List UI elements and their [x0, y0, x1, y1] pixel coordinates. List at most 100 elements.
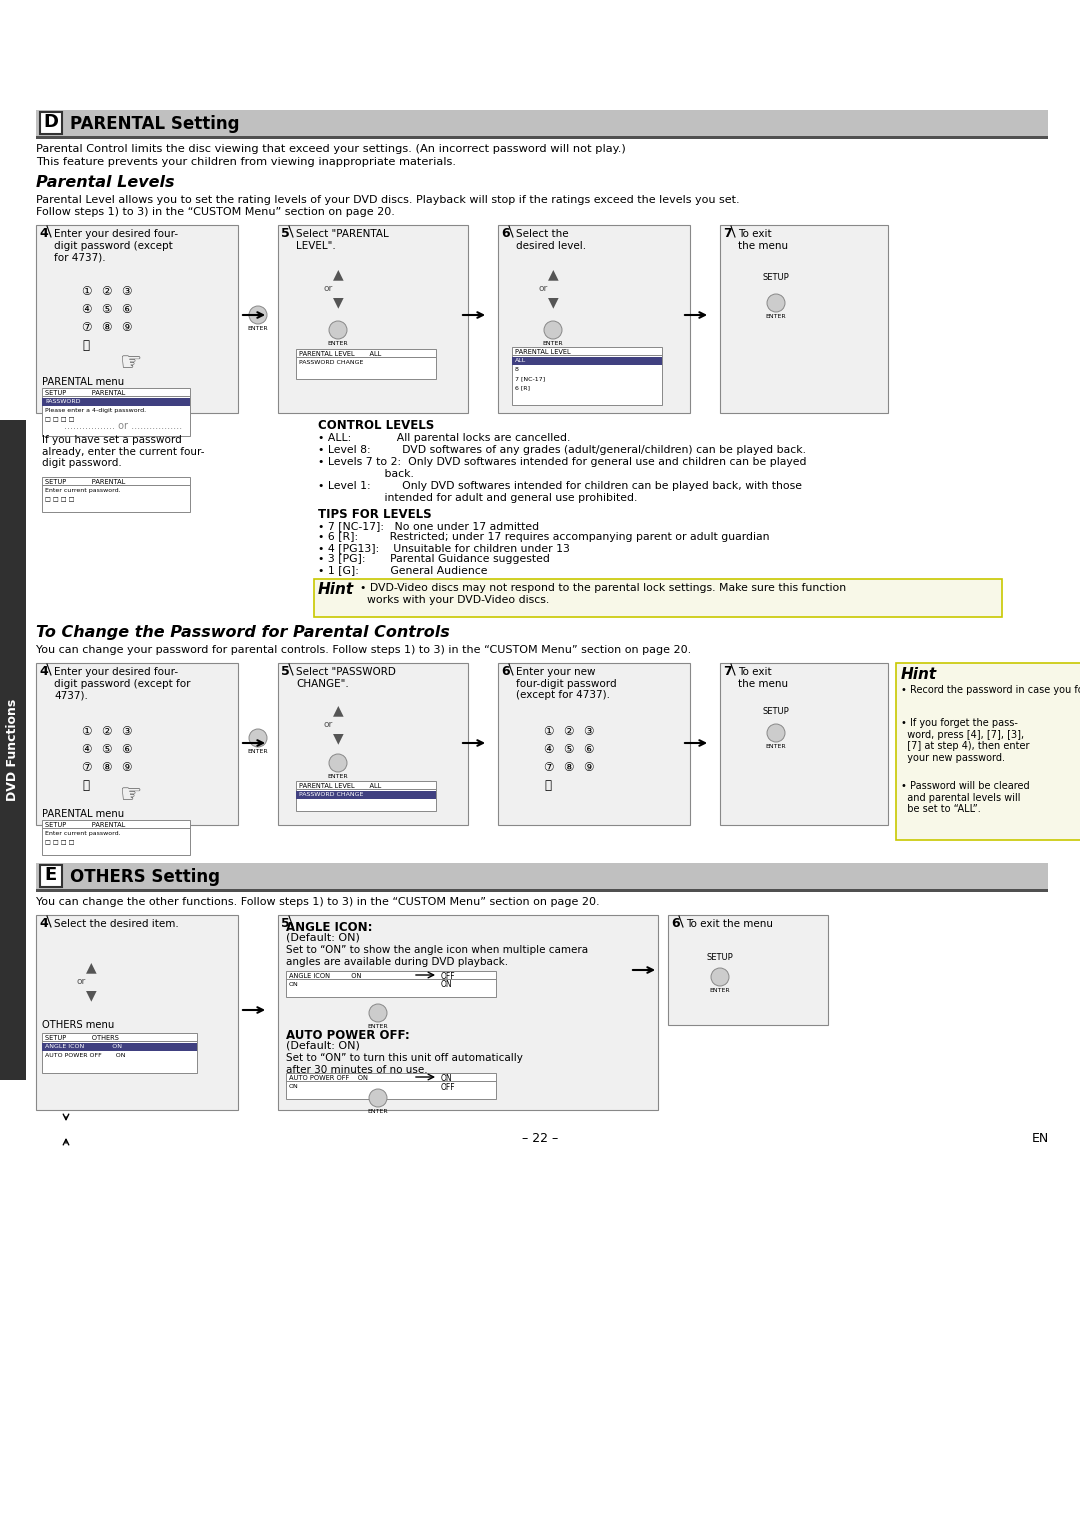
Text: works with your DVD-Video discs.: works with your DVD-Video discs. — [360, 594, 550, 605]
Text: (Default: ON): (Default: ON) — [286, 1041, 360, 1051]
Text: SETUP: SETUP — [762, 274, 789, 283]
Text: 4: 4 — [39, 665, 48, 678]
Text: • 3 [PG]:       Parental Guidance suggested: • 3 [PG]: Parental Guidance suggested — [318, 555, 550, 564]
Bar — [42, 1033, 197, 1073]
Text: ②: ② — [100, 724, 111, 738]
Text: TIPS FOR LEVELS: TIPS FOR LEVELS — [318, 507, 432, 521]
Text: You can change the other functions. Follow steps 1) to 3) in the “CUSTOM Menu” s: You can change the other functions. Foll… — [36, 897, 599, 908]
Bar — [0, 420, 26, 1080]
Circle shape — [767, 293, 785, 312]
Text: ON: ON — [441, 979, 453, 989]
Text: Select "PARENTAL
LEVEL".: Select "PARENTAL LEVEL". — [296, 229, 389, 251]
Circle shape — [369, 1004, 387, 1022]
Text: ③: ③ — [583, 724, 593, 738]
Text: 4: 4 — [39, 228, 48, 240]
Circle shape — [249, 729, 267, 747]
Text: You can change your password for parental controls. Follow steps 1) to 3) in the: You can change your password for parenta… — [36, 645, 691, 656]
Circle shape — [369, 1089, 387, 1106]
Text: To exit
the menu: To exit the menu — [738, 668, 788, 689]
Text: □ □ □ □: □ □ □ □ — [45, 417, 75, 422]
Text: To exit
the menu: To exit the menu — [738, 229, 788, 251]
Text: Set to “ON” to turn this unit off automatically
after 30 minutes of no use.: Set to “ON” to turn this unit off automa… — [286, 1053, 523, 1074]
Text: ▼: ▼ — [333, 730, 343, 746]
Text: ANGLE ICON:: ANGLE ICON: — [286, 921, 373, 934]
Text: OTHERS menu: OTHERS menu — [42, 1021, 114, 1030]
Text: ⑥: ⑥ — [121, 303, 132, 316]
Text: AUTO POWER OFF    ON: AUTO POWER OFF ON — [289, 1076, 368, 1080]
Bar — [40, 112, 62, 134]
Bar — [278, 225, 468, 413]
Bar — [278, 663, 468, 825]
Bar — [42, 1044, 197, 1051]
Text: back.: back. — [318, 469, 414, 478]
Text: • Password will be cleared
  and parental levels will
  be set to “ALL”.: • Password will be cleared and parental … — [901, 781, 1029, 814]
Text: 8: 8 — [515, 367, 518, 371]
Text: ................. or .................: ................. or ................. — [64, 422, 183, 431]
Text: or: or — [538, 284, 548, 293]
Text: OTHERS Setting: OTHERS Setting — [70, 868, 220, 886]
Text: Hint: Hint — [318, 582, 354, 597]
Text: • 1 [G]:         General Audience: • 1 [G]: General Audience — [318, 565, 487, 575]
Text: ①: ① — [81, 286, 91, 298]
Text: • 7 [NC-17]:   No one under 17 admitted: • 7 [NC-17]: No one under 17 admitted — [318, 521, 539, 532]
Text: 7: 7 — [723, 228, 732, 240]
Circle shape — [767, 724, 785, 743]
Circle shape — [544, 321, 562, 339]
Text: • Record the password in case you forget it.: • Record the password in case you forget… — [901, 685, 1080, 695]
Text: Enter your new
four-digit password
(except for 4737).: Enter your new four-digit password (exce… — [516, 668, 617, 700]
Text: Enter your desired four-
digit password (except for
4737).: Enter your desired four- digit password … — [54, 668, 190, 700]
Text: ⑦: ⑦ — [543, 761, 553, 775]
Text: ☞: ☞ — [120, 782, 143, 807]
Bar — [36, 863, 1048, 889]
Text: PARENTAL LEVEL: PARENTAL LEVEL — [515, 348, 570, 354]
Bar — [36, 663, 238, 825]
Text: 6: 6 — [501, 665, 510, 678]
Text: • ALL:             All parental locks are cancelled.: • ALL: All parental locks are cancelled. — [318, 432, 570, 443]
Text: ENTER: ENTER — [766, 744, 786, 749]
Text: This feature prevents your children from viewing inappropriate materials.: This feature prevents your children from… — [36, 157, 456, 167]
Bar — [296, 792, 436, 799]
Text: SETUP            PARENTAL: SETUP PARENTAL — [45, 822, 125, 828]
Text: □ □ □ □: □ □ □ □ — [45, 497, 75, 503]
Text: Select the
desired level.: Select the desired level. — [516, 229, 586, 251]
Text: 5: 5 — [281, 228, 289, 240]
Text: ▲: ▲ — [548, 267, 558, 281]
Text: AUTO POWER OFF:: AUTO POWER OFF: — [286, 1028, 409, 1042]
Text: ②: ② — [100, 286, 111, 298]
Bar — [498, 663, 690, 825]
Text: ④: ④ — [543, 743, 553, 756]
Bar — [42, 397, 190, 406]
Text: ⑦: ⑦ — [81, 321, 91, 335]
Text: SETUP: SETUP — [706, 953, 733, 963]
Text: Follow steps 1) to 3) in the “CUSTOM Menu” section on page 20.: Follow steps 1) to 3) in the “CUSTOM Men… — [36, 206, 395, 217]
Text: ⑧: ⑧ — [100, 321, 111, 335]
Circle shape — [329, 753, 347, 772]
Text: Parental Control limits the disc viewing that exceed your settings. (An incorrec: Parental Control limits the disc viewing… — [36, 144, 625, 154]
Text: 5: 5 — [281, 665, 289, 678]
Text: PARENTAL Setting: PARENTAL Setting — [70, 115, 240, 133]
Text: ON: ON — [441, 1074, 453, 1083]
Text: ⓪: ⓪ — [544, 779, 552, 792]
Text: intended for adult and general use prohibited.: intended for adult and general use prohi… — [318, 494, 637, 503]
Text: Enter your desired four-
digit password (except
for 4737).: Enter your desired four- digit password … — [54, 229, 178, 263]
Text: • Level 8:         DVD softwares of any grades (adult/general/children) can be p: • Level 8: DVD softwares of any grades (… — [318, 445, 806, 455]
Bar — [296, 781, 436, 811]
Text: ④: ④ — [81, 743, 91, 756]
Text: Parental Levels: Parental Levels — [36, 176, 175, 189]
Text: Enter current password.: Enter current password. — [45, 487, 121, 494]
Bar — [36, 915, 238, 1109]
Text: EN: EN — [1032, 1132, 1050, 1144]
Text: (Default: ON): (Default: ON) — [286, 934, 360, 943]
Text: ⓪: ⓪ — [82, 339, 90, 351]
Text: PARENTAL LEVEL       ALL: PARENTAL LEVEL ALL — [299, 351, 381, 358]
Text: ▲: ▲ — [85, 960, 96, 973]
Bar — [278, 915, 658, 1109]
Text: ⑧: ⑧ — [563, 761, 573, 775]
Text: ALL: ALL — [515, 358, 526, 364]
Text: ENTER: ENTER — [367, 1024, 389, 1028]
Text: • 6 [R]:         Restricted; under 17 requires accompanying parent or adult guar: • 6 [R]: Restricted; under 17 requires a… — [318, 532, 769, 542]
Text: ENTER: ENTER — [327, 775, 349, 779]
Text: ▼: ▼ — [548, 295, 558, 309]
Text: ③: ③ — [121, 286, 132, 298]
Bar — [314, 579, 1002, 617]
